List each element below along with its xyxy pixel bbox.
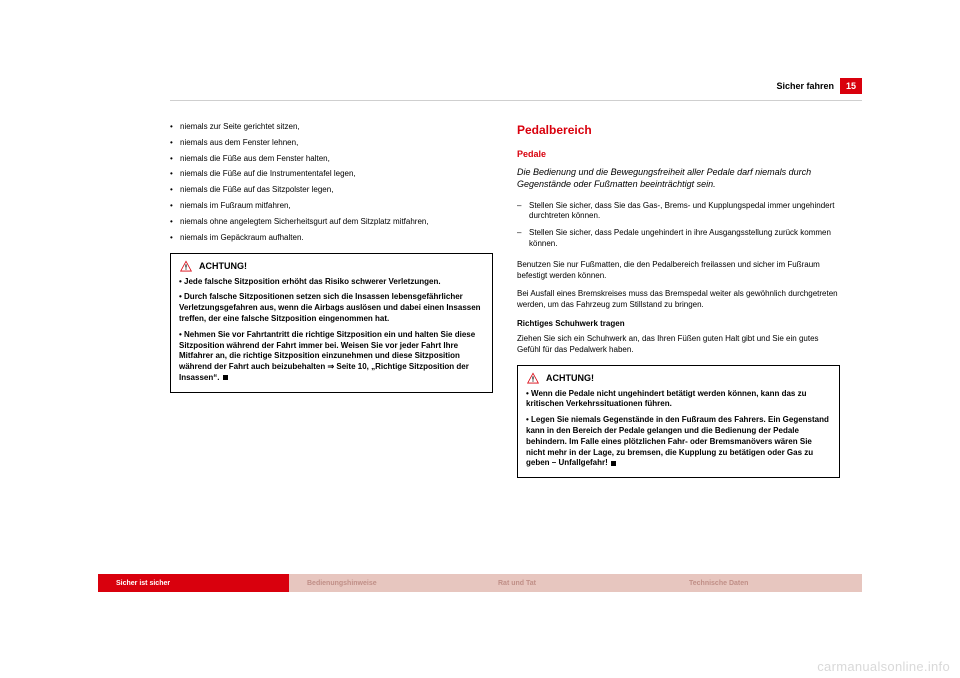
heading-pedalbereich: Pedalbereich (517, 122, 840, 138)
warning-header: ACHTUNG! (526, 372, 831, 384)
warning-box: ACHTUNG! • Wenn die Pedale nicht ungehin… (517, 365, 840, 478)
warning-item: • Durch falsche Sitzpositionen setzen si… (179, 292, 484, 324)
warning-text: Wenn die Pedale nicht ungehindert betäti… (526, 389, 806, 409)
list-item: niemals im Fußraum mitfahren, (170, 201, 493, 212)
list-item: niemals zur Seite gerichtet sitzen, (170, 122, 493, 133)
list-item: niemals im Gepäckraum aufhalten. (170, 233, 493, 244)
list-item: Stellen Sie sicher, dass Pedale ungehind… (517, 228, 840, 250)
footer-tabs: Sicher ist sicher Bedienungshinweise Rat… (98, 574, 862, 592)
paragraph: Ziehen Sie sich ein Schuhwerk an, das Ih… (517, 334, 840, 356)
intro-text: Die Bedienung und die Bewegungsfreiheit … (517, 166, 840, 190)
list-item: niemals ohne angelegtem Sicherheitsgurt … (170, 217, 493, 228)
warning-box: ACHTUNG! • Jede falsche Sitzposition erh… (170, 253, 493, 392)
tab-rat-und-tat[interactable]: Rat und Tat (480, 574, 671, 592)
list-item: niemals die Füße auf das Sitzpolster leg… (170, 185, 493, 196)
tab-technische-daten[interactable]: Technische Daten (671, 574, 862, 592)
warning-item: • Nehmen Sie vor Fahrtantritt die richti… (179, 330, 484, 384)
subheading-pedale: Pedale (517, 148, 840, 160)
warning-text: Legen Sie niemals Gegenstände in den Fuß… (526, 415, 829, 467)
warning-title: ACHTUNG! (546, 372, 594, 384)
page-header: Sicher fahren 15 (776, 78, 862, 94)
content-columns: niemals zur Seite gerichtet sitzen, niem… (170, 122, 840, 478)
bold-paragraph: Richtiges Schuhwerk tragen (517, 319, 840, 330)
left-column: niemals zur Seite gerichtet sitzen, niem… (170, 122, 493, 478)
right-column: Pedalbereich Pedale Die Bedienung und di… (517, 122, 840, 478)
watermark-text: carmanualsonline.info (817, 659, 950, 674)
end-square-icon (611, 461, 616, 466)
warning-header: ACHTUNG! (179, 260, 484, 272)
list-item: niemals die Füße auf die Instrumententaf… (170, 169, 493, 180)
manual-page: Sicher fahren 15 niemals zur Seite geric… (0, 0, 960, 640)
warning-triangle-icon (526, 372, 540, 384)
list-item: niemals die Füße aus dem Fenster halten, (170, 154, 493, 165)
warning-item: • Legen Sie niemals Gegenstände in den F… (526, 415, 831, 469)
tab-bedienungshinweise[interactable]: Bedienungshinweise (289, 574, 480, 592)
header-rule (170, 100, 862, 101)
list-item: Stellen Sie sicher, dass Sie das Gas-, B… (517, 201, 840, 223)
warning-text: Jede falsche Sitzposition erhöht das Ris… (184, 277, 441, 286)
warning-triangle-icon (179, 260, 193, 272)
dash-list: Stellen Sie sicher, dass Sie das Gas-, B… (517, 201, 840, 250)
warning-item: • Wenn die Pedale nicht ungehindert betä… (526, 389, 831, 411)
warning-item: • Jede falsche Sitzposition erhöht das R… (179, 277, 484, 288)
paragraph: Bei Ausfall eines Bremskreises muss das … (517, 289, 840, 311)
warning-text: Durch falsche Sitzpositionen setzen sich… (179, 292, 481, 323)
page-number-badge: 15 (840, 78, 862, 94)
paragraph: Benutzen Sie nur Fußmatten, die den Peda… (517, 260, 840, 282)
bullet-list: niemals zur Seite gerichtet sitzen, niem… (170, 122, 493, 243)
list-item: niemals aus dem Fenster lehnen, (170, 138, 493, 149)
section-title: Sicher fahren (776, 81, 834, 91)
warning-title: ACHTUNG! (199, 260, 247, 272)
tab-sicher-ist-sicher[interactable]: Sicher ist sicher (98, 574, 289, 592)
end-square-icon (223, 375, 228, 380)
warning-text: Nehmen Sie vor Fahrtantritt die richtige… (179, 330, 475, 382)
